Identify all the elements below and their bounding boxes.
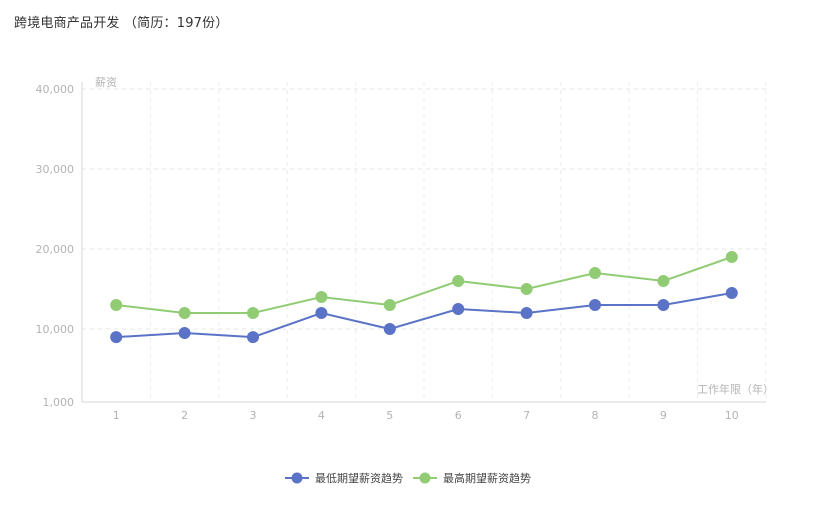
legend-marker: [291, 472, 303, 484]
chart-title: 跨境电商产品开发 （简历：197份）: [14, 16, 229, 31]
data-point: [110, 299, 123, 311]
data-point: [247, 331, 259, 344]
x-tick-labels: 1 2 3 4 5 6 7 8 9 10: [113, 409, 739, 422]
data-point: [520, 283, 533, 295]
data-point: [452, 275, 465, 287]
legend-item-min[interactable]: 最低期望薪资趋势: [285, 472, 403, 485]
data-point: [110, 331, 123, 344]
grid-lines: [82, 82, 767, 402]
data-point: [589, 299, 601, 311]
axes: [81, 82, 766, 403]
legend-marker: [419, 472, 431, 484]
data-point: [315, 291, 328, 303]
y-tick-label: 30,000: [36, 163, 75, 176]
legend-label: 最高期望薪资趋势: [443, 471, 531, 485]
legend-item-max[interactable]: 最高期望薪资趋势: [413, 471, 531, 485]
x-tick-label: 7: [523, 409, 530, 422]
data-point: [315, 307, 328, 319]
y-tick-labels: 1,000 10,000 20,000 30,000 40,000: [36, 83, 75, 409]
x-tick-label: 10: [725, 409, 739, 422]
series-line-max: [116, 256, 733, 314]
x-tick-label: 9: [660, 409, 667, 422]
x-tick-label: 3: [250, 409, 257, 422]
data-point: [725, 251, 738, 263]
data-point: [452, 303, 465, 315]
x-tick-label: 1: [113, 409, 120, 422]
x-tick-label: 2: [181, 409, 188, 422]
series-line-min: [116, 292, 732, 339]
y-tick-label: 20,000: [36, 243, 75, 256]
data-point: [725, 287, 738, 299]
data-point: [520, 307, 533, 319]
x-axis-label: 工作年限（年）: [697, 382, 774, 396]
y-tick-label: 40,000: [36, 83, 75, 96]
x-tick-label: 6: [455, 409, 462, 422]
data-point: [383, 323, 396, 335]
legend-label: 最低期望薪资趋势: [315, 472, 403, 485]
data-point: [247, 307, 259, 319]
data-point: [657, 275, 670, 287]
series-group: [110, 251, 738, 344]
data-point: [589, 267, 601, 279]
y-tick-label: 1,000: [43, 396, 75, 409]
data-point: [657, 299, 670, 311]
x-tick-label: 5: [386, 409, 393, 422]
legend[interactable]: 最低期望薪资趋势 最高期望薪资趋势: [285, 471, 531, 485]
data-point: [178, 327, 191, 340]
x-tick-label: 8: [592, 409, 599, 422]
data-point: [383, 299, 396, 311]
data-point: [178, 307, 191, 319]
y-tick-label: 10,000: [36, 323, 75, 336]
y-axis-label: 薪资: [95, 76, 117, 89]
x-tick-label: 4: [318, 409, 325, 422]
